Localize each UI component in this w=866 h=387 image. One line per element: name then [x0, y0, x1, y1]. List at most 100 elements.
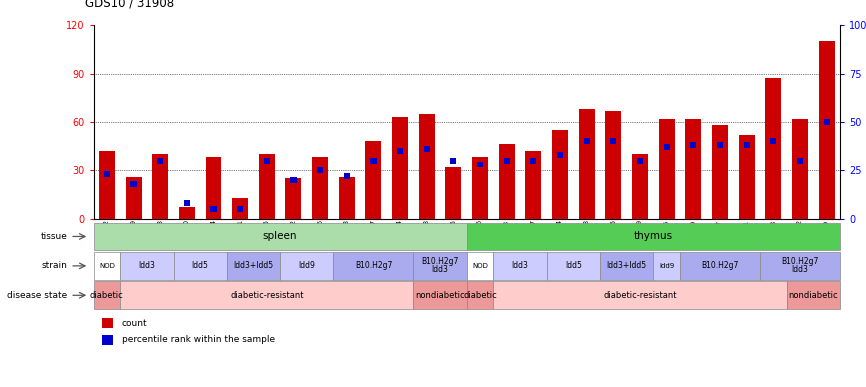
Bar	[792, 119, 808, 219]
Bar	[99, 151, 115, 219]
Bar	[344, 173, 350, 179]
Bar	[824, 119, 830, 125]
Bar	[126, 177, 141, 219]
Text: diabetic: diabetic	[90, 291, 124, 300]
Bar	[413, 281, 467, 309]
Bar	[413, 252, 467, 280]
Bar	[131, 181, 137, 187]
Text: strain: strain	[42, 261, 68, 271]
Bar	[494, 252, 546, 280]
Text: spleen: spleen	[263, 231, 297, 241]
Bar	[557, 152, 563, 158]
Text: Idd3+Idd5: Idd3+Idd5	[234, 261, 274, 271]
Bar	[818, 41, 835, 219]
Bar	[546, 252, 600, 280]
Bar	[680, 252, 760, 280]
Bar	[611, 138, 617, 144]
Bar	[712, 125, 728, 219]
Bar	[152, 154, 168, 219]
Bar	[477, 162, 483, 167]
Bar	[771, 138, 777, 144]
Bar	[717, 142, 723, 148]
Bar	[237, 206, 243, 212]
Bar	[205, 158, 222, 219]
Text: Idd3+Idd5: Idd3+Idd5	[607, 261, 647, 271]
Bar	[450, 158, 456, 163]
Text: diabetic-resistant: diabetic-resistant	[604, 291, 677, 300]
Bar	[467, 252, 494, 280]
Bar	[663, 144, 669, 150]
Text: count: count	[121, 319, 147, 328]
Bar	[504, 158, 510, 163]
Text: percentile rank within the sample: percentile rank within the sample	[121, 335, 275, 344]
Text: disease state: disease state	[7, 291, 68, 300]
Bar	[499, 144, 514, 219]
Bar	[227, 252, 280, 280]
Text: B10.H2g7
Idd3: B10.H2g7 Idd3	[422, 257, 459, 274]
Bar	[94, 281, 120, 309]
Bar	[760, 252, 840, 280]
Bar	[120, 252, 173, 280]
Bar	[637, 158, 643, 163]
Bar	[397, 148, 404, 154]
Bar	[578, 109, 595, 219]
Bar	[659, 119, 675, 219]
Text: NOD: NOD	[472, 263, 488, 269]
Bar	[419, 114, 435, 219]
Bar	[632, 154, 648, 219]
Text: Idd9: Idd9	[659, 263, 675, 269]
Bar	[173, 252, 227, 280]
Bar	[553, 130, 568, 219]
Bar	[120, 281, 413, 309]
Bar	[739, 135, 754, 219]
Bar	[312, 158, 328, 219]
Bar	[467, 223, 840, 250]
Text: B10.H2g7: B10.H2g7	[355, 261, 392, 271]
Text: Idd9: Idd9	[299, 261, 315, 271]
Text: Idd5: Idd5	[191, 261, 209, 271]
Bar	[184, 200, 190, 206]
Bar	[259, 154, 275, 219]
Text: NOD: NOD	[99, 263, 115, 269]
Bar	[744, 142, 750, 148]
Bar	[104, 171, 110, 177]
Bar	[423, 146, 430, 152]
Bar	[94, 223, 467, 250]
Bar	[365, 141, 381, 219]
Bar	[157, 158, 163, 163]
Text: tissue: tissue	[41, 232, 68, 241]
Bar	[210, 206, 216, 212]
Text: Idd3: Idd3	[139, 261, 155, 271]
Bar	[530, 158, 536, 163]
Bar	[102, 335, 113, 345]
Bar	[102, 318, 113, 328]
Bar	[317, 167, 323, 173]
Bar	[264, 158, 270, 163]
Bar	[286, 178, 301, 219]
Text: diabetic-resistant: diabetic-resistant	[230, 291, 304, 300]
Text: nondiabetic: nondiabetic	[416, 291, 465, 300]
Bar	[786, 281, 840, 309]
Text: thymus: thymus	[634, 231, 673, 241]
Bar	[526, 151, 541, 219]
Bar	[584, 138, 590, 144]
Bar	[179, 207, 195, 219]
Bar	[494, 281, 786, 309]
Bar	[281, 252, 333, 280]
Bar	[685, 119, 701, 219]
Bar	[94, 252, 120, 280]
Bar	[445, 167, 462, 219]
Bar	[232, 198, 249, 219]
Text: B10.H2g7
Idd3: B10.H2g7 Idd3	[781, 257, 818, 274]
Bar	[600, 252, 653, 280]
Text: Idd3: Idd3	[512, 261, 528, 271]
Bar	[797, 158, 803, 163]
Text: Idd5: Idd5	[565, 261, 582, 271]
Text: nondiabetic: nondiabetic	[789, 291, 838, 300]
Bar	[605, 111, 622, 219]
Bar	[339, 177, 355, 219]
Bar	[467, 281, 494, 309]
Bar	[766, 78, 781, 219]
Bar	[690, 142, 696, 148]
Text: B10.H2g7: B10.H2g7	[701, 261, 739, 271]
